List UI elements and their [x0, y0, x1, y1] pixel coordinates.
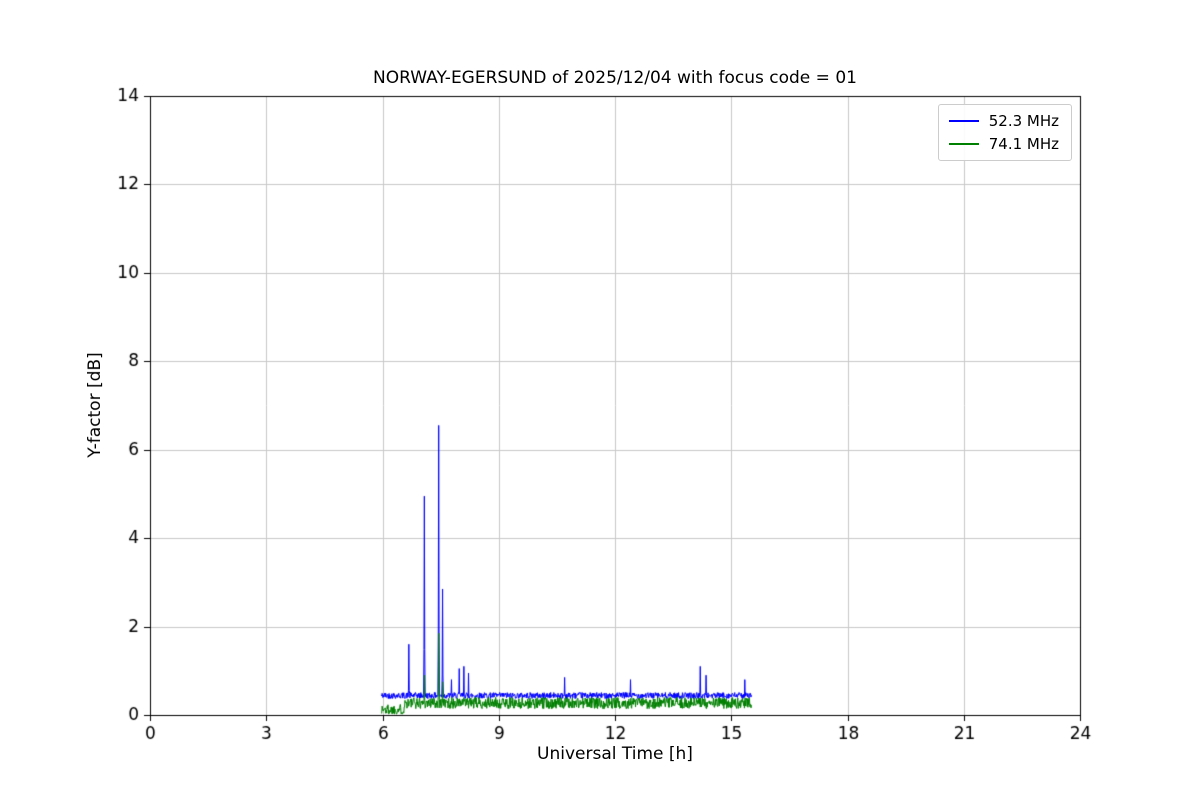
chart-title: NORWAY-EGERSUND of 2025/12/04 with focus… [373, 68, 857, 88]
legend-label: 52.3 MHz [988, 112, 1059, 130]
legend-item: 74.1 MHz [948, 135, 1059, 153]
legend: 52.3 MHz 74.1 MHz [937, 104, 1072, 161]
legend-label: 74.1 MHz [988, 135, 1059, 153]
x-axis-label: Universal Time [h] [537, 744, 693, 764]
legend-line-icon [948, 143, 979, 145]
legend-line-icon [948, 120, 979, 122]
legend-item: 52.3 MHz [948, 112, 1059, 130]
y-axis-label: Y-factor [dB] [85, 352, 105, 458]
